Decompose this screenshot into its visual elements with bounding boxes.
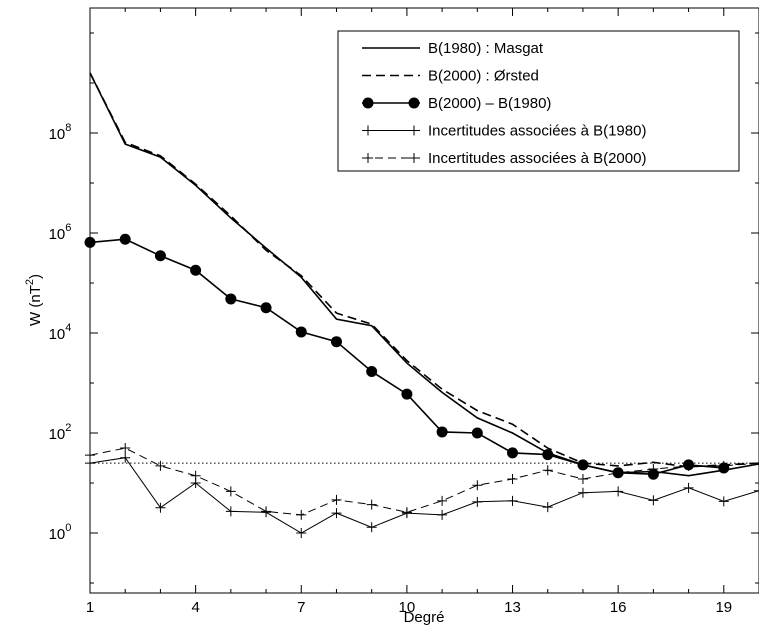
data-point xyxy=(401,507,412,518)
data-point xyxy=(577,474,588,485)
data-point xyxy=(120,452,131,463)
series-line-2 xyxy=(89,72,759,468)
data-point xyxy=(613,467,624,478)
data-point xyxy=(437,495,448,506)
data-point xyxy=(683,482,694,493)
legend: B(1980) : Masgat B(2000) : Ørsted B(2000) … xyxy=(337,30,740,172)
legend-label-4: Incertitudes associées à B(1980) xyxy=(428,123,646,140)
y-axis: 100 102 104 106 108 xyxy=(49,32,759,584)
x-tick-label: 19 xyxy=(715,599,732,616)
data-point xyxy=(119,233,131,245)
data-point xyxy=(507,447,519,459)
data-point xyxy=(471,427,483,439)
data-point xyxy=(436,426,448,438)
data-point xyxy=(260,302,272,314)
y-axis-label: W (nT2) xyxy=(24,274,44,326)
data-point xyxy=(409,153,419,163)
data-point xyxy=(648,495,659,506)
plot-lines xyxy=(89,72,759,534)
series-line-3 xyxy=(89,238,724,476)
data-point xyxy=(472,496,483,507)
y-tick-label: 106 xyxy=(49,222,72,243)
data-point xyxy=(154,250,166,262)
series-line-4 xyxy=(89,457,759,534)
legend-label-2: B(2000) : Ørsted xyxy=(428,68,539,85)
data-point xyxy=(542,449,554,461)
data-point xyxy=(330,336,342,348)
x-tick-label: 10 xyxy=(399,599,416,616)
data-point xyxy=(472,480,483,491)
data-point xyxy=(190,264,202,276)
data-point xyxy=(366,499,377,510)
series-line-5 xyxy=(89,447,759,516)
x-axis-label: Degré xyxy=(404,609,445,626)
data-point xyxy=(225,506,236,517)
x-tick-label: 16 xyxy=(610,599,627,616)
y-axis-label-sup: 2 xyxy=(24,279,36,285)
plot-frame xyxy=(89,7,759,594)
data-point xyxy=(437,509,448,520)
x-tick-label: 7 xyxy=(297,599,305,616)
data-point xyxy=(225,293,237,305)
data-point xyxy=(648,464,659,475)
data-point xyxy=(647,468,659,480)
data-point xyxy=(718,460,729,471)
data-point xyxy=(296,509,307,520)
y-tick-label: 102 xyxy=(49,422,72,443)
data-point xyxy=(120,443,131,454)
data-point xyxy=(155,460,166,471)
data-point xyxy=(408,97,420,109)
x-axis: 1 4 7 10 13 16 19 xyxy=(86,8,759,616)
data-point xyxy=(190,470,201,481)
data-point xyxy=(613,486,624,497)
data-point xyxy=(754,485,759,496)
data-point xyxy=(542,465,553,476)
legend-box xyxy=(337,30,740,172)
series-line-1 xyxy=(89,72,759,477)
data-point xyxy=(577,459,589,471)
data-point xyxy=(401,388,413,400)
y-tick-label: 104 xyxy=(49,322,72,343)
data-point xyxy=(363,153,373,163)
data-point xyxy=(507,495,518,506)
x-tick-label: 13 xyxy=(504,599,521,616)
data-point xyxy=(331,494,342,505)
legend-label-5: Incertitudes associées à B(2000) xyxy=(428,150,646,167)
data-point xyxy=(718,496,729,507)
data-point xyxy=(295,326,307,338)
data-point xyxy=(683,460,694,471)
data-point xyxy=(507,474,518,485)
data-point xyxy=(366,365,378,377)
data-point xyxy=(261,506,272,517)
data-point xyxy=(754,458,759,469)
data-point xyxy=(409,125,419,136)
plot-markers xyxy=(84,233,759,538)
x-tick-label: 4 xyxy=(191,599,199,616)
y-tick-label: 100 xyxy=(49,522,72,543)
data-point xyxy=(225,486,236,497)
y-tick-label: 108 xyxy=(49,122,72,143)
data-point xyxy=(542,502,553,513)
x-tick-label: 1 xyxy=(86,599,94,616)
data-point xyxy=(362,97,374,109)
data-point xyxy=(296,528,307,538)
data-point xyxy=(155,502,166,513)
legend-label-3: B(2000) – B(1980) xyxy=(428,95,551,112)
data-point xyxy=(577,487,588,498)
data-point xyxy=(363,125,373,136)
data-point xyxy=(331,508,342,519)
data-point xyxy=(366,522,377,533)
legend-label-1: B(1980) : Masgat xyxy=(428,40,544,57)
